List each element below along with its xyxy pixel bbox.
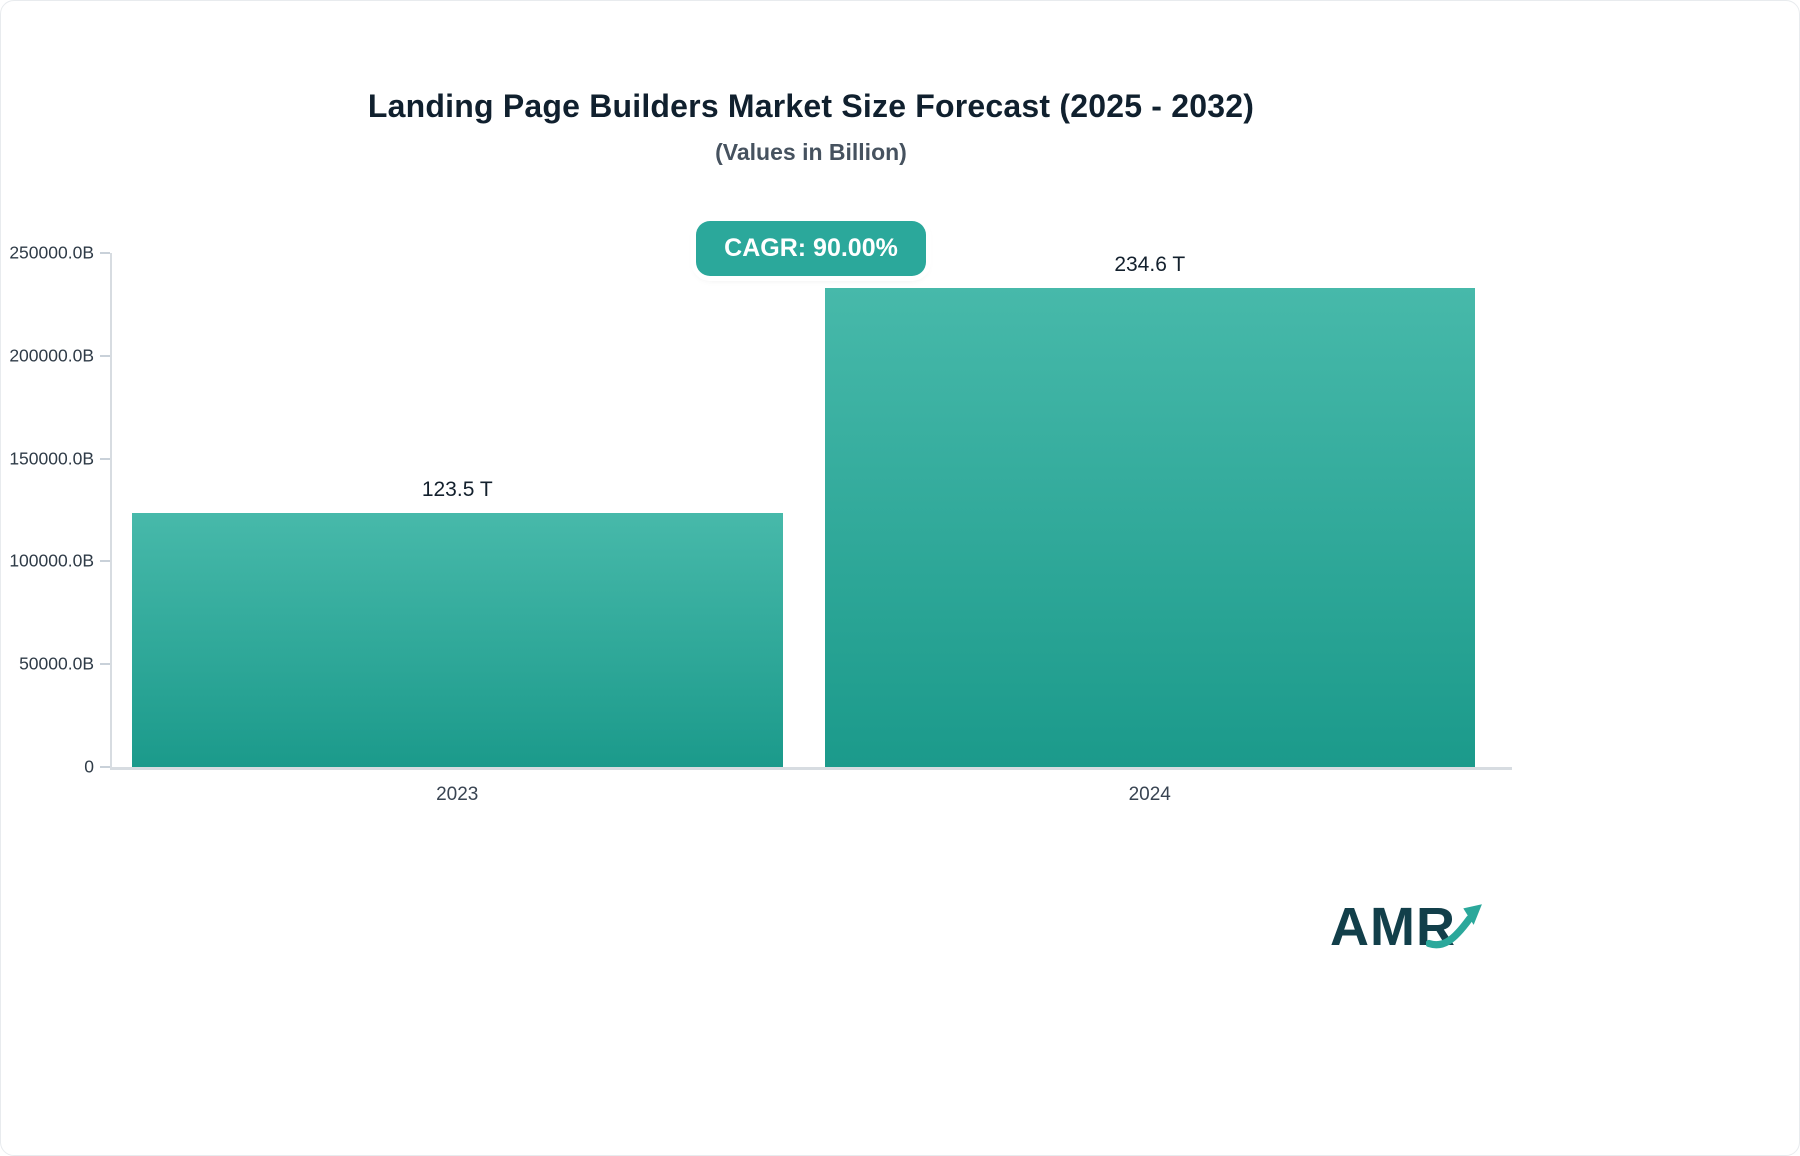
bar-value-label: 123.5 T [421, 478, 493, 502]
amr-logo-arrow-icon [1425, 904, 1482, 949]
x-axis-labels: 2023 2024 [112, 784, 1512, 806]
bar-2023[interactable] [132, 513, 783, 767]
bar-slot: 234.6 T [824, 253, 1475, 767]
y-tick-mark [100, 766, 110, 768]
x-axis-label: 2024 [1128, 784, 1171, 805]
y-tick-label: 250000.0B [9, 242, 94, 263]
y-tick-label: 200000.0B [9, 345, 94, 366]
y-tick-label: 0 [84, 756, 94, 777]
plot-area: 250000.0B 200000.0B 150000.0B 100000.0B 5000… [9, 243, 1512, 805]
amr-logo: AMR [1330, 896, 1482, 958]
bars: 123.5 T 234.6 T [112, 253, 1512, 767]
y-tick-mark [100, 560, 110, 563]
y-tick-label: 150000.0B [9, 448, 94, 469]
chart-title: Landing Page Builders Market Size Foreca… [367, 88, 1255, 124]
bar-value-label: 234.6 T [1114, 253, 1186, 276]
y-tick-mark [100, 354, 110, 357]
chart-subtitle: (Values in Billion) [715, 139, 907, 165]
bar-2024[interactable] [824, 288, 1475, 767]
y-tick-label: 100000.0B [9, 550, 94, 571]
bar-slot: 123.5 T [132, 253, 783, 767]
y-tick-label: 50000.0B [19, 653, 94, 674]
y-tick-mark [100, 663, 110, 666]
y-tick-mark [100, 457, 110, 460]
x-axis-label: 2023 [436, 784, 479, 805]
chart-header: Landing Page Builders Market Size Foreca… [110, 88, 1512, 166]
y-tick-mark [100, 252, 110, 254]
